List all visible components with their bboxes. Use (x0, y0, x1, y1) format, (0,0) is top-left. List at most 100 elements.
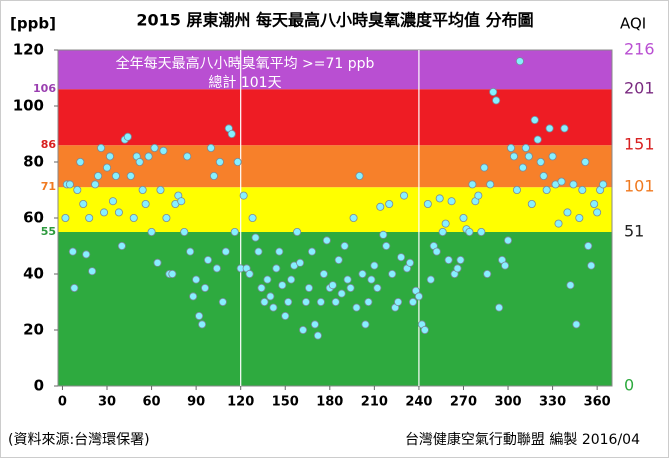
data-point (444, 255, 453, 264)
data-point (474, 191, 483, 200)
data-point (180, 227, 189, 236)
data-point (373, 283, 382, 292)
data-point (408, 297, 417, 306)
data-point (527, 199, 536, 208)
data-point (88, 267, 97, 276)
data-point (108, 197, 117, 206)
data-point (530, 116, 539, 125)
data-point (533, 135, 542, 144)
data-point (73, 185, 82, 194)
data-point (65, 180, 74, 189)
data-point (141, 199, 150, 208)
data-point (352, 303, 361, 312)
data-point (281, 311, 290, 320)
aqi-label: 151 (624, 135, 655, 154)
data-point (492, 96, 501, 105)
data-point (76, 157, 85, 166)
y-tick-label: 60 (23, 209, 44, 227)
data-point (117, 241, 126, 250)
aqi-label: 216 (624, 40, 655, 59)
data-point (468, 180, 477, 189)
data-point (218, 297, 227, 306)
data-point (581, 157, 590, 166)
credit: 台灣健康空氣行動聯盟 編製 2016/04 (405, 431, 640, 448)
aqi-band (58, 50, 612, 90)
y2-axis-label: AQI (620, 15, 646, 33)
data-point (310, 320, 319, 329)
data-point (376, 202, 385, 211)
data-point (230, 227, 239, 236)
data-point (420, 325, 429, 334)
threshold-label: 71 (41, 180, 56, 193)
data-point (209, 171, 218, 180)
data-point (111, 171, 120, 180)
data-point (97, 143, 106, 152)
data-point (414, 292, 423, 301)
aqi-label: 51 (624, 222, 644, 241)
data-point (524, 152, 533, 161)
data-point (489, 88, 498, 97)
aqi-label: 0 (624, 376, 634, 395)
data-point (385, 199, 394, 208)
data-point (480, 163, 489, 172)
data-point (400, 191, 409, 200)
data-point (542, 185, 551, 194)
data-point (206, 143, 215, 152)
data-point (441, 219, 450, 228)
data-point (302, 297, 311, 306)
data-point (100, 208, 109, 217)
data-point (307, 247, 316, 256)
data-point (105, 152, 114, 161)
aqi-label: 201 (624, 79, 655, 98)
data-point (590, 199, 599, 208)
aqi-label: 101 (624, 177, 655, 196)
x-tick-label: 30 (98, 395, 116, 410)
y-tick-label: 0 (34, 377, 44, 395)
data-point (284, 297, 293, 306)
data-point (85, 213, 94, 222)
data-point (186, 247, 195, 256)
aqi-band (58, 187, 612, 232)
y-tick-label: 40 (23, 265, 44, 283)
data-point (251, 233, 260, 242)
data-point (70, 283, 79, 292)
data-point (587, 261, 596, 270)
data-point (168, 269, 177, 278)
data-point (512, 185, 521, 194)
annotation: 總計 101天 (208, 74, 281, 91)
x-tick-label: 0 (58, 395, 67, 410)
data-point (135, 157, 144, 166)
data-point (322, 236, 331, 245)
data-point (406, 258, 415, 267)
data-point (382, 241, 391, 250)
data-point (599, 180, 608, 189)
data-point (147, 227, 156, 236)
data-point (465, 227, 474, 236)
data-point (334, 255, 343, 264)
threshold-label: 55 (41, 225, 56, 238)
data-point (257, 283, 266, 292)
data-point (212, 264, 221, 273)
data-point (94, 171, 103, 180)
data-point (162, 213, 171, 222)
data-point (287, 275, 296, 284)
data-point (548, 152, 557, 161)
data-point (269, 303, 278, 312)
data-point (245, 269, 254, 278)
data-point (509, 152, 518, 161)
data-point (260, 297, 269, 306)
data-point (313, 331, 322, 340)
data-point (560, 124, 569, 133)
data-point (367, 275, 376, 284)
x-tick-label: 210 (361, 395, 388, 410)
data-point (438, 227, 447, 236)
data-point (447, 197, 456, 206)
data-point (504, 236, 513, 245)
data-point (305, 283, 314, 292)
data-point (201, 283, 210, 292)
data-point (379, 230, 388, 239)
data-point (299, 325, 308, 334)
data-point (370, 261, 379, 270)
data-point (507, 143, 516, 152)
